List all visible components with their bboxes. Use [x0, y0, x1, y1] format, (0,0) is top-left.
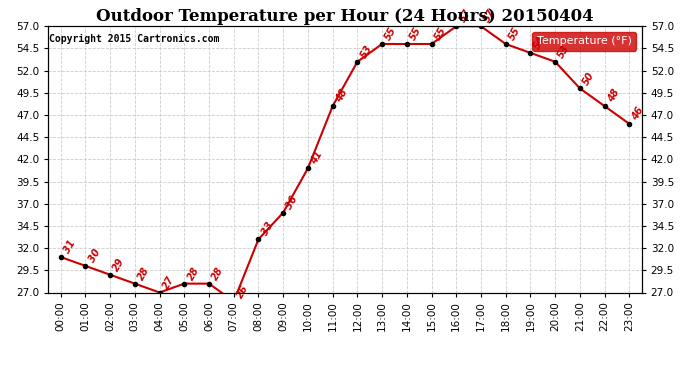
Text: 29: 29 [111, 256, 127, 273]
Legend: Temperature (°F): Temperature (°F) [533, 32, 636, 51]
Text: 31: 31 [62, 238, 77, 255]
Text: 55: 55 [433, 26, 448, 42]
Text: 55: 55 [408, 26, 424, 42]
Text: 41: 41 [309, 150, 324, 166]
Text: 30: 30 [87, 248, 102, 264]
Text: 46: 46 [631, 105, 646, 122]
Text: 54: 54 [532, 34, 547, 51]
Text: 28: 28 [210, 265, 226, 282]
Text: 55: 55 [384, 26, 399, 42]
Text: 48: 48 [606, 88, 621, 104]
Text: 50: 50 [581, 70, 597, 87]
Text: 57: 57 [457, 8, 473, 24]
Text: 53: 53 [556, 43, 572, 60]
Text: 53: 53 [359, 43, 374, 60]
Title: Outdoor Temperature per Hour (24 Hours) 20150404: Outdoor Temperature per Hour (24 Hours) … [96, 8, 594, 25]
Text: 48: 48 [334, 88, 349, 104]
Text: 28: 28 [186, 265, 201, 282]
Text: 33: 33 [259, 221, 275, 237]
Text: 36: 36 [284, 194, 300, 211]
Text: 55: 55 [507, 26, 522, 42]
Text: 26: 26 [235, 283, 250, 300]
Text: 57: 57 [482, 8, 497, 24]
Text: 28: 28 [136, 265, 152, 282]
Text: Copyright 2015 Cartronics.com: Copyright 2015 Cartronics.com [50, 34, 220, 44]
Text: 27: 27 [161, 274, 176, 291]
